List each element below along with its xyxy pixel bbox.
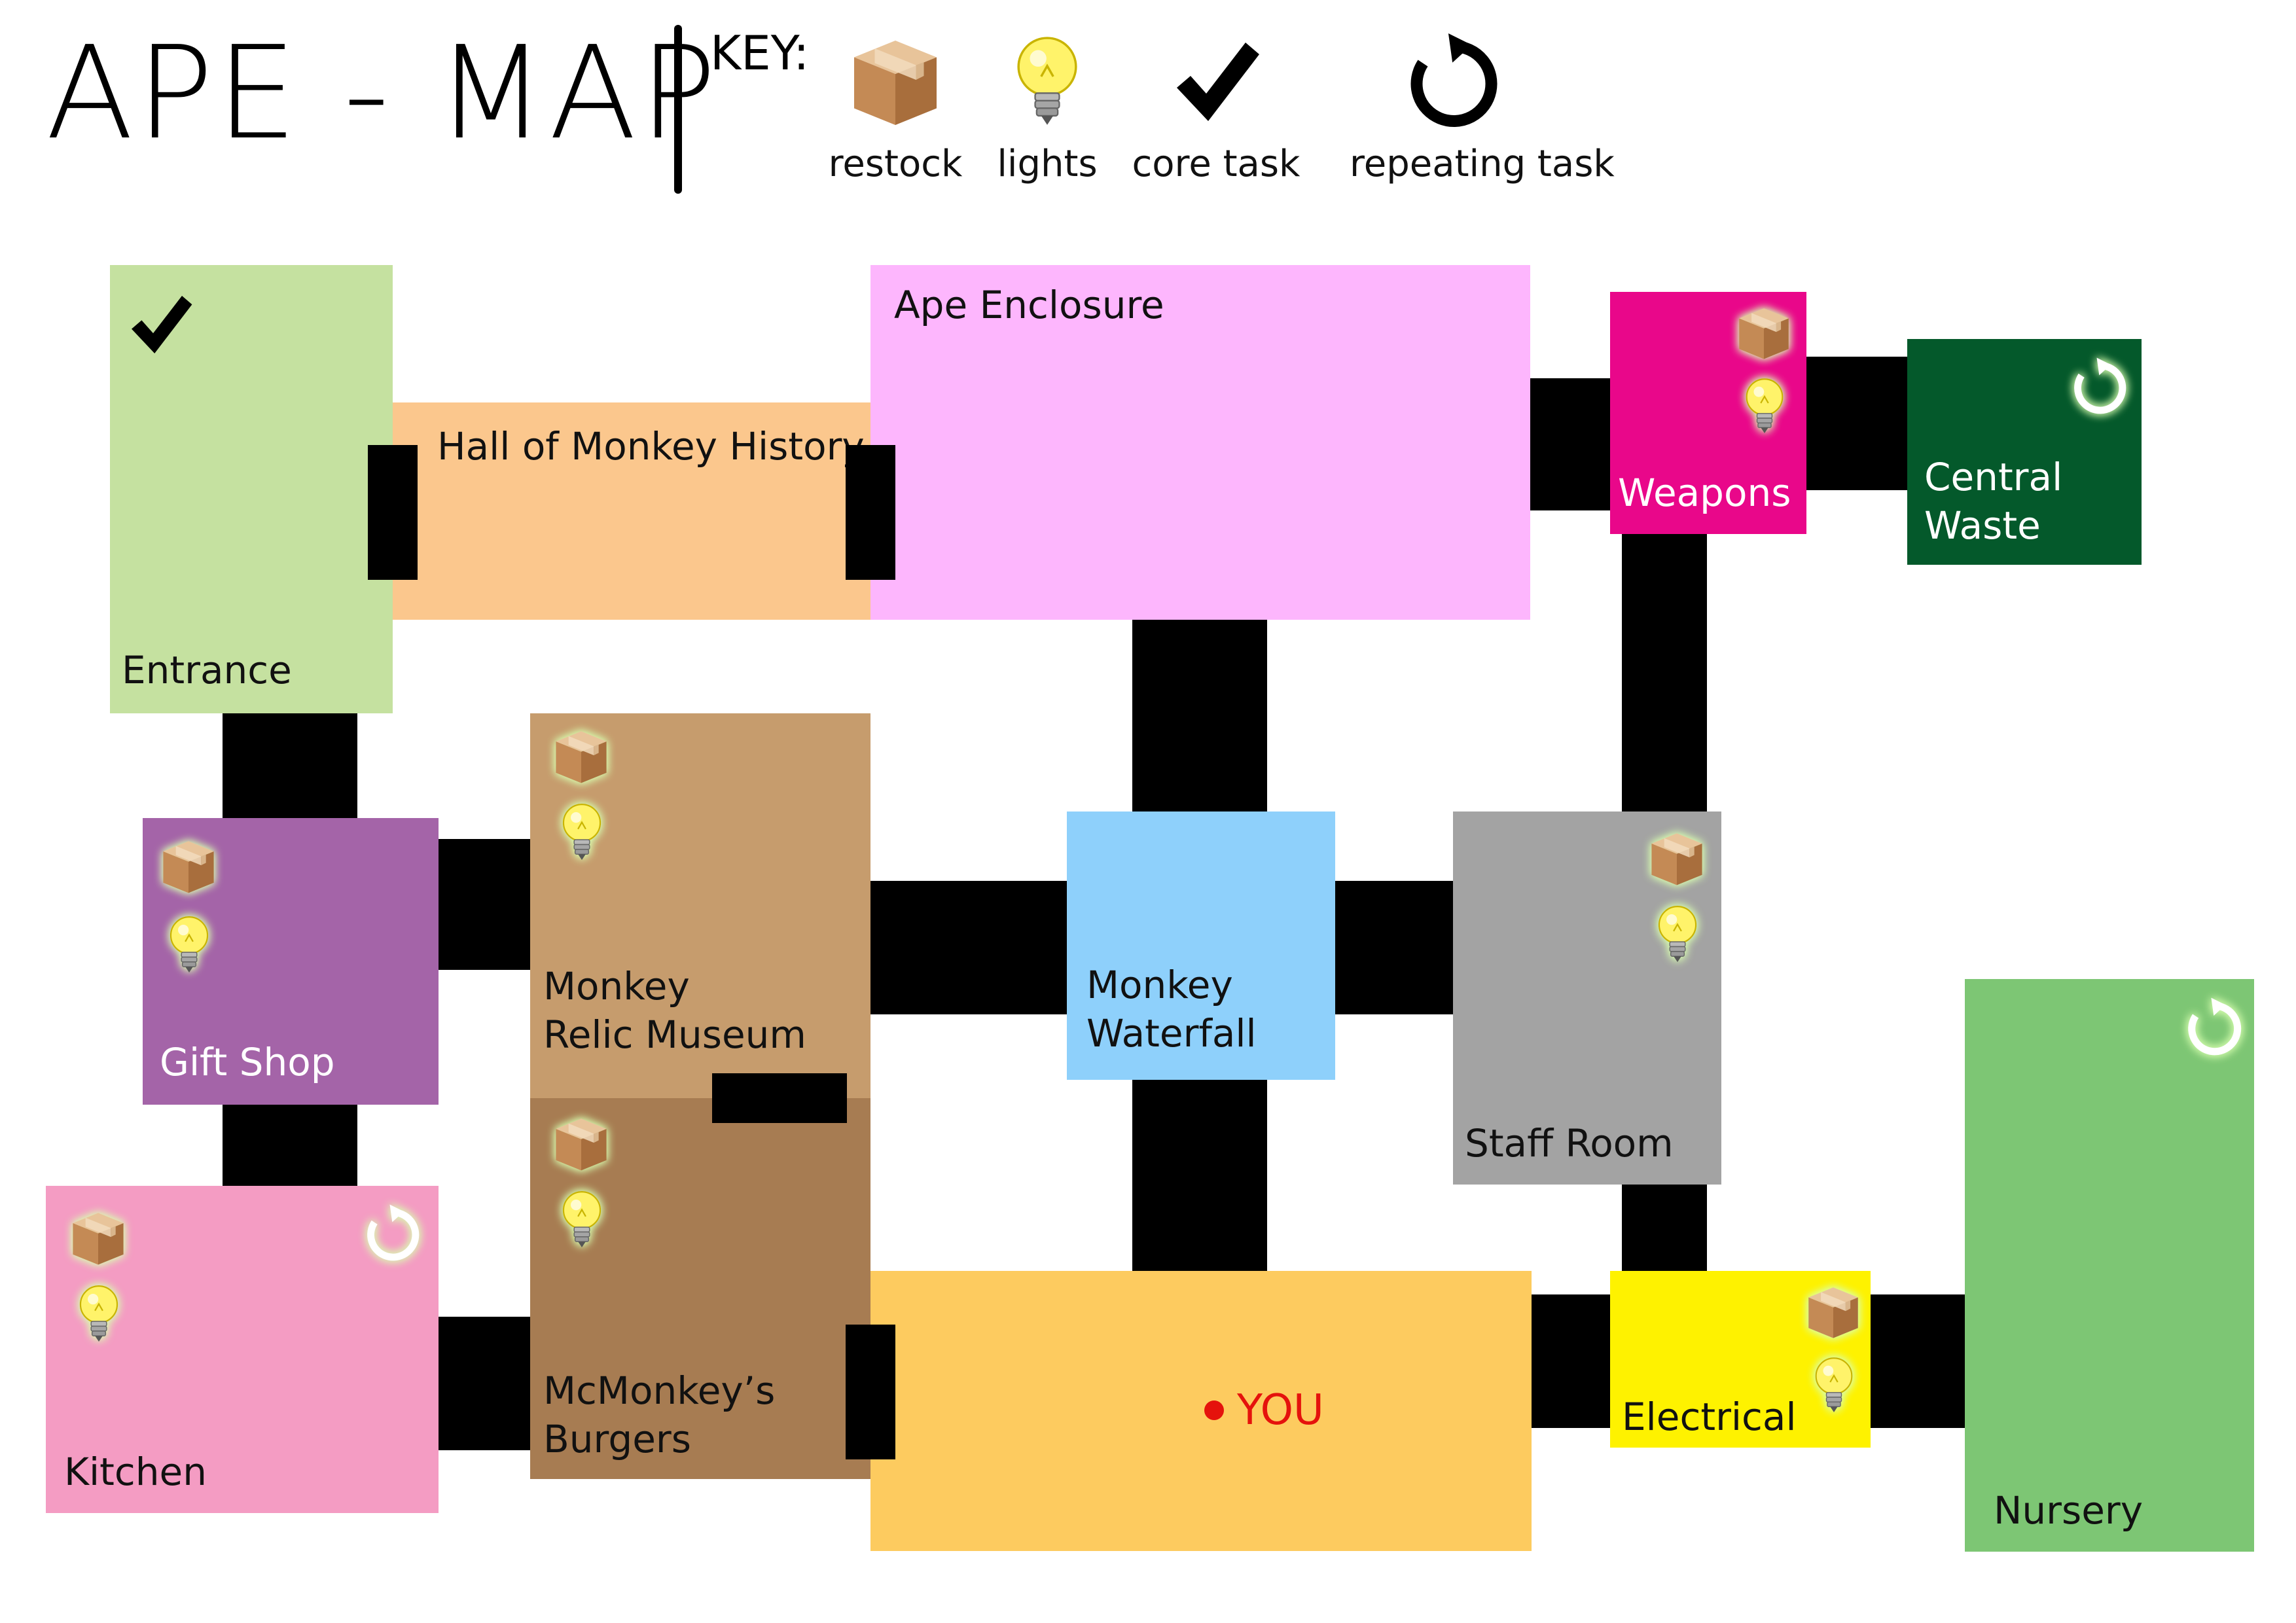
legend-lights: lights	[942, 33, 1152, 185]
player-dot	[1204, 1400, 1224, 1420]
corridor-staffroom-electrical	[1622, 1185, 1707, 1279]
room-gift-shop-label: Gift Shop	[160, 1040, 335, 1084]
lightbulb-icon	[1653, 903, 1702, 966]
box-icon	[68, 1208, 128, 1268]
corridor-waterfall-foodcourt	[1132, 1080, 1267, 1276]
room-food-court[interactable]	[870, 1271, 1532, 1551]
room-entrance[interactable]: Entrance	[110, 265, 393, 713]
lightbulb-icon	[1810, 1355, 1857, 1416]
lightbulb-icon	[558, 1188, 606, 1251]
room-electrical[interactable]: Electrical	[1610, 1271, 1871, 1448]
legend-lights-label: lights	[997, 143, 1098, 185]
room-staff-room-label: Staff Room	[1465, 1121, 1674, 1166]
box-icon	[846, 33, 944, 131]
refresh-icon	[1405, 33, 1503, 131]
room-monkey-relic-museum[interactable]: Monkey Relic Museum	[530, 713, 870, 1098]
room-central-waste-line2: Waste	[1924, 503, 2041, 548]
room-nursery-label: Nursery	[1994, 1488, 2144, 1533]
player-label: YOU	[1237, 1386, 1324, 1435]
corridor-weapons-centralwaste	[1800, 357, 1918, 490]
corridor-entrance-giftshop	[223, 713, 357, 823]
corridor-museum-waterfall	[870, 881, 1067, 1014]
player-marker: YOU	[1204, 1386, 1324, 1435]
key-label: KEY:	[710, 26, 810, 80]
door-entrance-hall	[368, 445, 418, 580]
checkmark-icon	[1167, 33, 1265, 131]
corridor-giftshop-kitchen	[223, 1099, 357, 1191]
room-waterfall-line1: Monkey	[1086, 963, 1233, 1007]
room-relic-museum-label: Monkey Relic Museum	[543, 962, 806, 1059]
room-enclosure-label: Ape Enclosure	[894, 283, 1164, 327]
room-entrance-label: Entrance	[122, 648, 292, 692]
legend-core-task: core task	[1111, 33, 1321, 185]
room-staff-room[interactable]: Staff Room	[1453, 812, 1721, 1185]
corridor-enclosure-weapons	[1525, 378, 1617, 510]
refresh-icon	[364, 1204, 423, 1263]
door-museum-burgers	[712, 1073, 847, 1123]
room-waterfall-label: Monkey Waterfall	[1086, 961, 1257, 1058]
room-central-waste-label: Central Waste	[1924, 453, 2062, 550]
room-burgers-label: McMonkey’s Burgers	[543, 1366, 775, 1463]
room-mcmonkeys-burgers[interactable]: McMonkey’s Burgers	[530, 1098, 870, 1479]
door-hall-enclosure	[846, 445, 895, 580]
room-central-waste-line1: Central	[1924, 455, 2063, 499]
box-icon	[1647, 829, 1707, 889]
room-electrical-label: Electrical	[1622, 1395, 1797, 1439]
room-relic-museum-line1: Monkey	[543, 964, 690, 1008]
room-hall-of-monkey-history[interactable]: Hall of Monkey History	[393, 402, 870, 620]
checkmark-icon	[124, 289, 196, 361]
room-kitchen[interactable]: Kitchen	[46, 1186, 439, 1513]
lightbulb-icon	[558, 801, 606, 864]
room-ape-enclosure[interactable]: Ape Enclosure	[870, 265, 1530, 620]
refresh-icon	[2185, 997, 2245, 1058]
corridor-enclosure-waterfall	[1132, 615, 1267, 812]
room-weapons-label: Weapons	[1618, 471, 1791, 515]
lightbulb-icon	[75, 1283, 123, 1346]
refresh-icon	[2071, 357, 2130, 416]
box-icon	[158, 836, 219, 897]
corridor-weapons-staffroom	[1622, 531, 1707, 819]
map-title: APE - MAP	[46, 19, 719, 168]
corridor-giftshop-museum	[439, 839, 535, 970]
room-kitchen-label: Kitchen	[64, 1450, 207, 1494]
room-burgers-line2: Burgers	[543, 1417, 691, 1462]
box-icon	[1804, 1283, 1863, 1342]
legend-repeating-label: repeating task	[1350, 143, 1615, 185]
corridor-electrical-nursery	[1864, 1294, 1969, 1428]
corridor-foodcourt-electrical	[1525, 1294, 1617, 1428]
lightbulb-icon	[1009, 33, 1085, 131]
box-icon	[551, 1114, 611, 1174]
room-burgers-line1: McMonkey’s	[543, 1368, 776, 1413]
room-hall-label: Hall of Monkey History	[437, 424, 865, 469]
legend-restock-label: restock	[828, 143, 963, 185]
box-icon	[551, 726, 611, 787]
corridor-waterfall-staffroom	[1329, 881, 1453, 1014]
corridor-kitchen-burgers	[439, 1317, 535, 1450]
room-relic-museum-line2: Relic Museum	[543, 1012, 806, 1058]
lightbulb-icon	[1741, 376, 1788, 437]
lightbulb-icon	[165, 914, 213, 976]
room-monkey-waterfall[interactable]: Monkey Waterfall	[1067, 812, 1335, 1080]
room-gift-shop[interactable]: Gift Shop	[143, 818, 439, 1105]
legend-repeating-task: repeating task	[1350, 33, 1615, 185]
room-nursery[interactable]: Nursery	[1965, 979, 2254, 1552]
room-central-waste[interactable]: Central Waste	[1907, 339, 2142, 565]
box-icon	[1734, 304, 1793, 363]
door-burgers-foodcourt	[846, 1325, 895, 1459]
legend-core-label: core task	[1132, 143, 1300, 185]
legend-restock: restock	[791, 33, 1000, 185]
header-divider	[674, 25, 682, 194]
room-waterfall-line2: Waterfall	[1086, 1011, 1257, 1056]
room-weapons[interactable]: Weapons	[1610, 292, 1806, 534]
